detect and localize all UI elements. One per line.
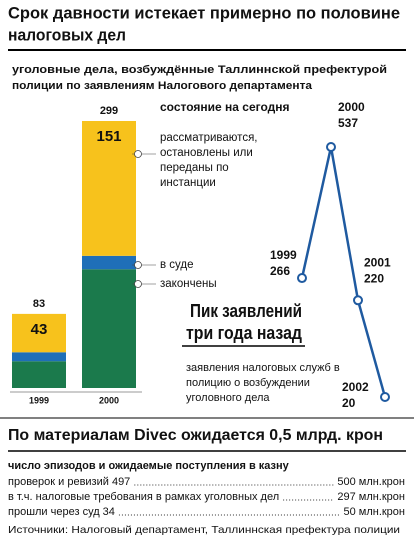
bar-segment: [82, 269, 136, 388]
legend-label: остановлены или: [160, 147, 253, 159]
value-label: 220: [364, 271, 384, 285]
legend-title: состояние на сегодня: [160, 100, 290, 114]
legend-label: закончены: [160, 278, 217, 290]
x-label: 1999: [270, 248, 297, 262]
legend-dot: [134, 261, 142, 269]
value-label: 20: [342, 396, 356, 410]
value-label: 151: [96, 128, 121, 145]
point: [353, 295, 363, 306]
row-value: 50 млн.крон: [343, 506, 405, 518]
x-tick-label: 1999: [29, 395, 49, 405]
callout: три года назад: [186, 323, 302, 343]
row-label: в т.ч. налоговые требования в рамках уго…: [8, 491, 279, 503]
bar-segment: [82, 120, 136, 256]
total-label: 299: [100, 105, 118, 117]
legend-dot: [134, 280, 142, 288]
point: [297, 273, 307, 284]
value-label: 537: [338, 116, 358, 130]
line: [300, 146, 387, 398]
x-tick-label: 2000: [99, 395, 119, 405]
row-value: 297 млн.крон: [337, 491, 405, 503]
headline: налоговых дел: [8, 25, 126, 44]
bar-segment: [12, 361, 66, 388]
row-label: прошли через суд 34: [8, 506, 115, 518]
value-label: 266: [270, 264, 290, 278]
subtitle: уголовные дела, возбуждённые Таллиннской…: [12, 64, 387, 76]
x-label: 2001: [364, 255, 391, 269]
legend-label: переданы по: [160, 162, 229, 174]
row-value: 500 млн.крон: [337, 476, 405, 488]
callout: Пик заявлений: [190, 301, 302, 321]
section-subtitle: число эпизодов и ожидаемые поступления в…: [8, 460, 290, 472]
note: уголовного дела: [186, 392, 270, 404]
x-label: 2000: [338, 100, 365, 114]
bar-segment: [82, 255, 136, 270]
x-label: 2002: [342, 380, 369, 394]
legend-label: в суде: [160, 259, 194, 271]
legend-label: инстанции: [160, 177, 216, 189]
note: заявления налоговых служб в: [186, 362, 340, 374]
headline: Срок давности истекает примерно по полов…: [8, 3, 400, 22]
subtitle: полиции по заявлениям Налогового департа…: [12, 80, 313, 92]
section-title: По материалам Divec ожидается 0,5 млрд. …: [8, 427, 383, 444]
value-label: 43: [31, 321, 48, 338]
total-label: 83: [33, 298, 45, 310]
bar-segment: [12, 313, 66, 353]
bar-segment: [12, 352, 66, 362]
row-label: проверок и ревизий 497: [8, 476, 130, 488]
note: полицию о возбуждении: [186, 377, 310, 389]
legend-dot: [134, 150, 142, 158]
point: [326, 142, 336, 152]
point: [380, 392, 390, 402]
source: Источники: Налоговый департамент, Таллин…: [8, 524, 400, 536]
legend-label: рассматриваются,: [160, 132, 258, 144]
